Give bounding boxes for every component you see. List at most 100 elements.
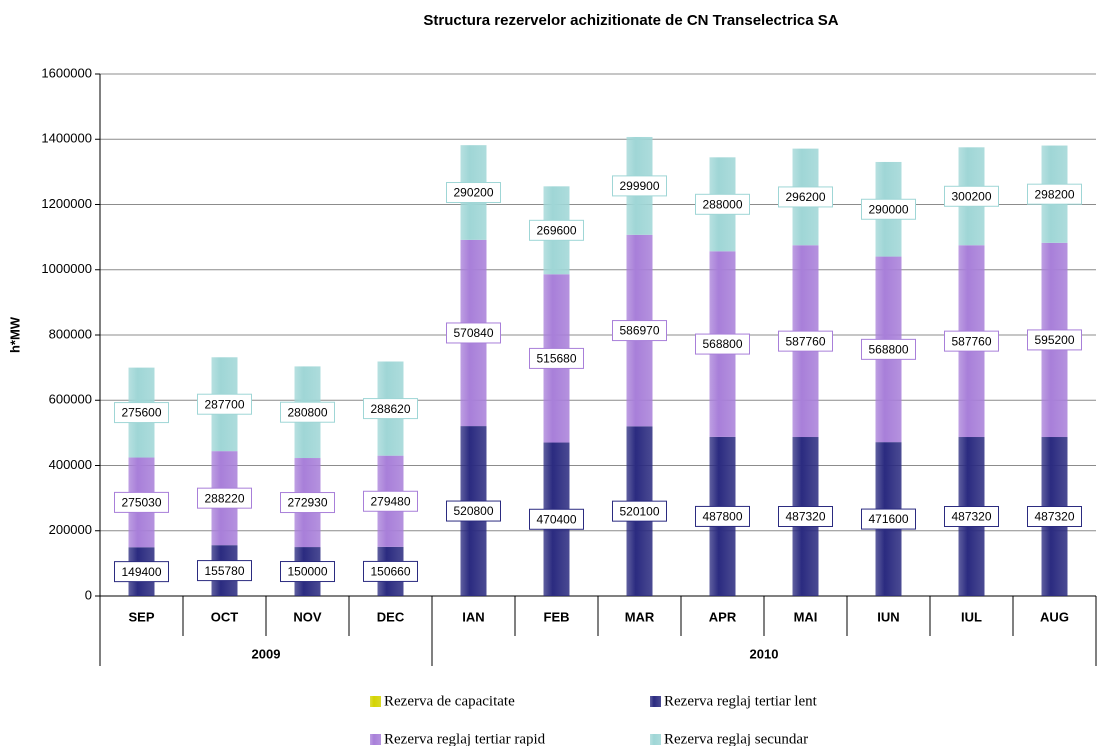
data-label: 487320: [951, 510, 991, 524]
data-label: 520100: [619, 504, 659, 518]
data-label-box: [612, 175, 667, 197]
data-label: 150000: [287, 565, 327, 579]
data-label-box: [944, 330, 999, 352]
x-tick-label: OCT: [211, 609, 239, 624]
group-label: 2009: [252, 646, 281, 661]
legend-swatch: [650, 696, 661, 707]
x-tick-label: APR: [709, 609, 737, 624]
x-tick-label: SEP: [128, 609, 154, 624]
data-label: 288000: [702, 197, 742, 211]
data-label-box: [197, 393, 252, 415]
y-axis-label: h*MW: [7, 316, 22, 353]
data-label: 290200: [453, 186, 493, 200]
data-label: 587760: [951, 334, 991, 348]
data-label-box: [778, 330, 833, 352]
data-label-box: [529, 219, 584, 241]
data-label: 299900: [619, 179, 659, 193]
data-label-box: [695, 193, 750, 215]
x-tick-label: AUG: [1040, 609, 1069, 624]
data-label-box: [612, 500, 667, 522]
legend-swatch: [370, 696, 381, 707]
data-label-box: [695, 505, 750, 527]
data-label-box: [197, 487, 252, 509]
chart-title: Structura rezervelor achizitionate de CN…: [423, 12, 838, 29]
data-label: 298200: [1034, 187, 1074, 201]
data-label: 595200: [1034, 333, 1074, 347]
data-label-box: [861, 198, 916, 220]
data-label: 272930: [287, 496, 327, 510]
data-label: 296200: [785, 190, 825, 204]
data-label: 471600: [868, 512, 908, 526]
x-tick-label: FEB: [544, 609, 570, 624]
data-label-box: [114, 402, 169, 424]
y-tick-label: 400000: [49, 457, 92, 472]
data-label-box: [1027, 183, 1082, 205]
data-label-box: [612, 320, 667, 342]
data-label-box: [114, 561, 169, 583]
group-label: 2010: [750, 646, 779, 661]
data-label: 487800: [702, 510, 742, 524]
data-label: 520800: [453, 504, 493, 518]
data-label: 269600: [536, 223, 576, 237]
data-label: 288220: [204, 491, 244, 505]
data-label: 470400: [536, 512, 576, 526]
data-label-box: [778, 506, 833, 528]
data-label-box: [529, 347, 584, 369]
data-label: 487320: [785, 510, 825, 524]
data-label: 275030: [121, 496, 161, 510]
data-label-box: [861, 338, 916, 360]
data-label-box: [446, 182, 501, 204]
y-tick-label: 1000000: [41, 261, 92, 276]
data-label-box: [446, 322, 501, 344]
legend-label: Rezerva de capacitate: [384, 693, 515, 709]
data-label: 570840: [453, 326, 493, 340]
legend-label: Rezerva reglaj secundar: [664, 731, 808, 746]
data-label-box: [114, 491, 169, 513]
x-tick-label: MAI: [794, 609, 818, 624]
data-label: 487320: [1034, 510, 1074, 524]
data-label-box: [861, 508, 916, 530]
data-label: 586970: [619, 324, 659, 338]
data-label-box: [280, 561, 335, 583]
data-label-box: [363, 560, 418, 582]
y-tick-label: 1200000: [41, 196, 92, 211]
data-label-box: [778, 186, 833, 208]
x-tick-label: IUN: [877, 609, 899, 624]
data-label-box: [529, 508, 584, 530]
y-tick-label: 1600000: [41, 65, 92, 80]
data-label: 150660: [370, 565, 410, 579]
data-label-box: [1027, 506, 1082, 528]
data-label: 300200: [951, 189, 991, 203]
data-label-box: [1027, 329, 1082, 351]
data-label-box: [944, 506, 999, 528]
data-label: 587760: [785, 334, 825, 348]
data-label-box: [944, 185, 999, 207]
data-label-box: [446, 500, 501, 522]
data-label: 568800: [702, 337, 742, 351]
x-tick-label: IUL: [961, 609, 982, 624]
x-tick-label: NOV: [293, 609, 322, 624]
y-tick-label: 800000: [49, 326, 92, 341]
data-label-box: [197, 560, 252, 582]
data-label-box: [363, 398, 418, 420]
data-label: 155780: [204, 564, 244, 578]
data-label: 288620: [370, 402, 410, 416]
data-label: 290000: [868, 202, 908, 216]
y-tick-label: 1400000: [41, 131, 92, 146]
data-label: 515680: [536, 352, 576, 366]
data-label: 287700: [204, 397, 244, 411]
data-label: 275600: [121, 406, 161, 420]
legend-label: Rezerva reglaj tertiar rapid: [384, 731, 546, 746]
data-label-box: [695, 333, 750, 355]
data-label: 279480: [370, 494, 410, 508]
legend-swatch: [650, 734, 661, 745]
y-tick-label: 0: [85, 587, 92, 602]
data-label-box: [280, 492, 335, 514]
y-tick-label: 200000: [49, 522, 92, 537]
legend-label: Rezerva reglaj tertiar lent: [664, 693, 818, 709]
data-label: 280800: [287, 405, 327, 419]
data-label: 568800: [868, 343, 908, 357]
x-tick-label: MAR: [625, 609, 655, 624]
data-label: 149400: [121, 565, 161, 579]
